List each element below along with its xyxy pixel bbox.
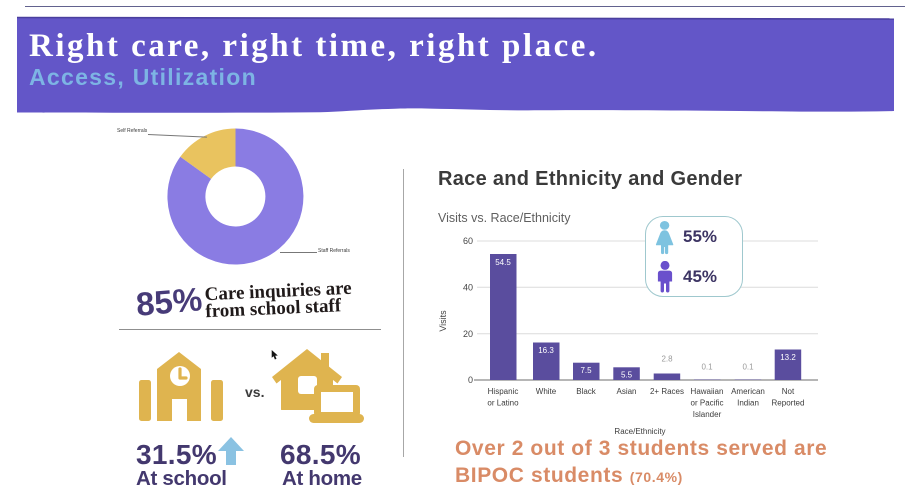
svg-text:20: 20 (463, 329, 473, 339)
svg-text:Black: Black (576, 387, 597, 396)
svg-text:5.5: 5.5 (621, 371, 633, 380)
svg-text:Islander: Islander (693, 410, 722, 419)
svg-text:Hispanic: Hispanic (488, 387, 519, 396)
svg-text:54.5: 54.5 (495, 258, 511, 267)
svg-text:7.5: 7.5 (580, 366, 592, 375)
svg-text:Race/Ethnicity: Race/Ethnicity (614, 427, 665, 436)
svg-text:0: 0 (468, 375, 473, 385)
svg-text:Reported: Reported (772, 399, 805, 408)
svg-text:0.1: 0.1 (742, 363, 754, 372)
svg-text:White: White (536, 387, 557, 396)
svg-text:Indian: Indian (737, 399, 759, 408)
svg-text:40: 40 (463, 283, 473, 293)
svg-text:or Pacific: or Pacific (691, 399, 724, 408)
svg-text:Asian: Asian (616, 387, 636, 396)
svg-text:Visits: Visits (438, 310, 448, 332)
svg-text:60: 60 (463, 236, 473, 246)
svg-text:13.2: 13.2 (780, 353, 796, 362)
svg-text:16.3: 16.3 (538, 346, 554, 355)
svg-text:2.8: 2.8 (661, 355, 673, 364)
svg-text:American: American (731, 387, 765, 396)
svg-text:2+ Races: 2+ Races (650, 387, 684, 396)
svg-text:Not: Not (782, 387, 795, 396)
svg-text:Hawaiian: Hawaiian (691, 387, 724, 396)
svg-text:or Latino: or Latino (487, 399, 519, 408)
svg-text:0.1: 0.1 (701, 363, 713, 372)
